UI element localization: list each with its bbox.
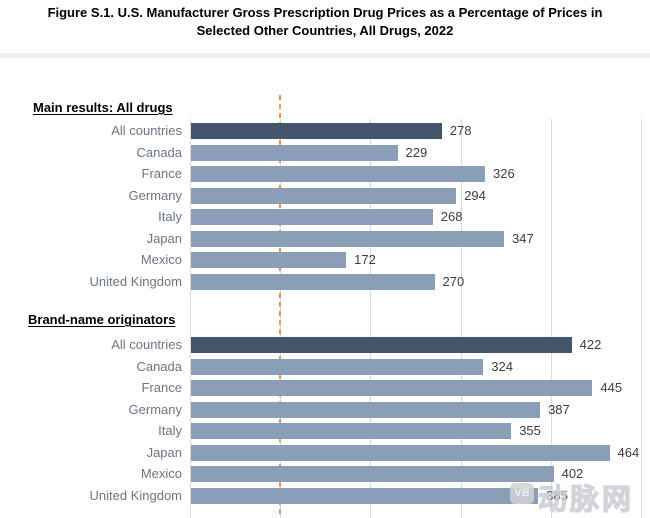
bar-mexico — [191, 252, 347, 268]
value-label: 294 — [464, 187, 486, 203]
value-label: 445 — [600, 380, 623, 395]
category-label: France — [141, 380, 182, 395]
category-label: Italy — [158, 423, 182, 438]
figure-title-line-1: Figure S.1. U.S. Manufacturer Gross Pres… — [47, 5, 603, 20]
value-label: 402 — [561, 466, 584, 481]
gridline-400 — [550, 119, 552, 518]
value-label: 268 — [440, 209, 463, 224]
gridline-200 — [370, 119, 372, 518]
value-label: 355 — [519, 423, 541, 438]
reference-line-100 — [279, 95, 282, 518]
category-label: Mexico — [140, 252, 182, 267]
watermark-logo: VB — [510, 483, 534, 504]
bar-italy — [191, 209, 433, 225]
category-label: United Kingdom — [89, 273, 183, 289]
bar-canada — [191, 144, 398, 161]
gridline-0 — [190, 119, 191, 518]
value-label: 270 — [442, 273, 465, 289]
category-label: Japan — [146, 444, 182, 460]
value-label: 422 — [579, 337, 602, 352]
watermark-text: 动脉网 — [537, 483, 635, 516]
bar-germany — [191, 401, 541, 418]
category-label: All countries — [111, 337, 182, 352]
bar-germany — [191, 187, 457, 204]
value-label: 464 — [617, 444, 640, 460]
value-label: 326 — [493, 166, 515, 181]
bar-france — [191, 380, 593, 396]
category-label: Japan — [146, 230, 182, 246]
gridline-300 — [460, 119, 462, 518]
watermark: VB 动脉网 — [508, 476, 650, 517]
bar-all-countries — [191, 337, 572, 353]
bar-japan — [191, 444, 610, 461]
value-label: 387 — [548, 401, 570, 417]
category-label: Germany — [128, 187, 182, 203]
value-label: 347 — [511, 230, 534, 246]
value-label: 324 — [491, 358, 513, 374]
bar-italy — [191, 423, 512, 439]
group-heading-brand-name: Brand-name originators — [28, 312, 176, 327]
bar-canada — [191, 358, 484, 375]
category-label: United Kingdom — [89, 487, 183, 503]
value-label: 172 — [354, 252, 376, 267]
category-label: All countries — [111, 123, 182, 138]
figure-title: Figure S.1. U.S. Manufacturer Gross Pres… — [0, 4, 650, 40]
category-label: Canada — [136, 144, 182, 160]
divider-stripe — [0, 53, 650, 58]
bar-france — [191, 166, 486, 182]
bar-mexico — [191, 466, 554, 482]
gridline-500 — [641, 119, 642, 518]
group-heading-main-results: Main results: All drugs — [33, 100, 173, 115]
bar-japan — [191, 230, 504, 247]
category-label: France — [141, 166, 182, 181]
value-label: 278 — [449, 123, 472, 138]
value-label: 229 — [405, 144, 428, 160]
bar-united-kingdom — [191, 487, 539, 504]
figure-title-line-2: Selected Other Countries, All Drugs, 202… — [196, 23, 454, 38]
value-label: 385 — [546, 487, 568, 503]
category-label: Germany — [128, 401, 182, 417]
bar-united-kingdom — [191, 273, 435, 290]
category-label: Italy — [158, 209, 182, 224]
category-label: Mexico — [140, 466, 182, 481]
bar-all-countries — [191, 123, 442, 139]
category-label: Canada — [136, 358, 182, 374]
